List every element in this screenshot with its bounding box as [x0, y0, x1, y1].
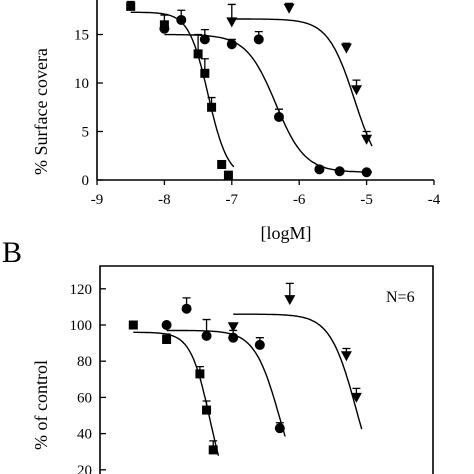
panel-a-circle-point: [273, 111, 284, 122]
panel-b-square-point: [208, 445, 218, 455]
panel-a-x-tick-label: -7: [226, 192, 239, 208]
panel-b-triangle-down-fit-curve: [233, 313, 363, 430]
panel-b-chart: B 20 40 60 80 100 120 N=6 % of control: [2, 236, 434, 474]
panel-b-letter: B: [2, 236, 22, 269]
panel-b-triangle-down-point: [227, 322, 239, 333]
panel-a-y-tick-label: 0: [82, 173, 90, 189]
panel-a-square-point: [217, 159, 227, 169]
panel-b-square-point: [128, 320, 138, 330]
panel-b-circle-fit-curve: [166, 329, 286, 437]
panel-a-triangle-down-fit-curve: [231, 18, 373, 147]
panel-a-circle-point: [176, 14, 187, 25]
panel-b-y-tick-label: 40: [77, 427, 92, 443]
panel-a-chart: 0 5 10 15 -9 -8 -7 -6 -5 -4 % Surface covera [lo…: [31, 0, 441, 243]
panel-a-x-tick-label: -8: [158, 192, 171, 208]
panel-b-square-point: [195, 369, 205, 379]
panel-a-x-tick-label: -6: [293, 192, 306, 208]
panel-b-circle-point: [228, 332, 239, 343]
panel-a-circle-point: [361, 167, 372, 178]
panel-a-triangle-down-point: [340, 43, 352, 54]
panel-a-x-axis-label: [logM]: [261, 223, 312, 243]
panel-a-triangle-down-point: [283, 3, 295, 14]
panel-a-square-point: [207, 102, 217, 112]
panel-b-y-tick-label: 120: [70, 282, 93, 298]
panel-a-square-point: [193, 49, 203, 59]
panel-b-y-tick-label: 60: [77, 390, 92, 406]
panel-b-triangle-down-point: [284, 295, 296, 306]
panel-b-y-ticks: 20 40 60 80 100 120: [70, 282, 106, 474]
panel-a-circle-point: [253, 34, 264, 45]
panel-b-y-tick-label: 80: [77, 354, 92, 370]
panel-b-circle-point: [254, 339, 265, 350]
panel-a-circle-point: [314, 164, 325, 175]
panel-a-square-point: [126, 1, 136, 11]
panel-a-x-ticks: -9 -8 -7 -6 -5 -4: [91, 180, 441, 208]
panel-b-triangle-down-point: [340, 351, 352, 362]
panel-b-square-point: [202, 405, 212, 415]
panel-a-circle-point: [334, 166, 345, 177]
panel-a-data-points: [126, 1, 373, 180]
panel-a-circle-point: [199, 34, 210, 45]
panel-a-square-point: [223, 170, 233, 180]
panel-b-frame: [99, 265, 434, 474]
panel-a-fit-curves: [130, 11, 373, 173]
panel-b-circle-point: [274, 423, 285, 434]
panel-b-triangle-down-point: [350, 392, 362, 403]
panel-b-y-axis-label: % of control: [31, 360, 51, 450]
panel-a-y-tick-label: 10: [74, 76, 89, 92]
panel-b-error-bars: [162, 282, 361, 450]
panel-a-y-ticks: 0 5 10 15: [74, 28, 103, 189]
panel-a-x-tick-label: -5: [360, 192, 373, 208]
panel-a-triangle-down-point: [361, 134, 373, 145]
panel-b-y-tick-label: 100: [70, 318, 93, 334]
panel-a-y-tick-label: 5: [82, 125, 90, 141]
panel-a-triangle-down-point: [350, 85, 362, 96]
panel-b-circle-point: [201, 330, 212, 341]
panel-b-circle-point: [161, 320, 172, 330]
panel-b-y-tick-label: 20: [77, 463, 92, 474]
panel-b-data-points: [128, 295, 362, 455]
panel-a-y-tick-label: 15: [74, 28, 89, 44]
panel-b-square-point: [162, 334, 172, 344]
panel-a-x-tick-label: -4: [428, 192, 441, 208]
panel-b-sample-size: N=6: [386, 289, 415, 306]
panel-a-triangle-down-point: [226, 17, 238, 28]
panel-b-fit-curves: [133, 313, 363, 456]
panel-a-y-axis-label: % Surface covera: [31, 48, 51, 175]
panel-b-circle-point: [181, 303, 192, 314]
panel-a-circle-point: [159, 23, 170, 34]
panel-a-x-tick-label: -9: [91, 192, 104, 208]
panel-b-square-fit-curve: [133, 331, 220, 456]
panel-a-circle-point: [226, 39, 237, 50]
panel-a-square-point: [200, 68, 210, 78]
